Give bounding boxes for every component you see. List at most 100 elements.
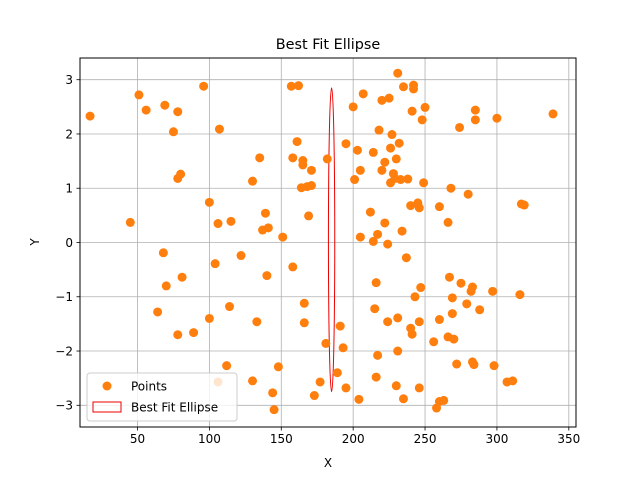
- scatter-point: [269, 405, 279, 415]
- scatter-point: [386, 143, 396, 153]
- scatter-point: [444, 272, 454, 282]
- x-tick-label: 150: [270, 432, 293, 446]
- scatter-point: [306, 181, 316, 191]
- scatter-point: [298, 160, 308, 170]
- scatter-point: [475, 305, 485, 315]
- scatter-point: [394, 138, 404, 148]
- scatter-point: [489, 361, 499, 371]
- scatter-point: [439, 395, 449, 405]
- scatter-point: [393, 313, 403, 323]
- scatter-point: [396, 175, 406, 185]
- scatter-point: [292, 137, 302, 147]
- scatter-point: [306, 165, 316, 175]
- y-tick-label: 1: [65, 182, 73, 196]
- scatter-point: [173, 107, 183, 117]
- scatter-point: [407, 329, 417, 339]
- scatter-point: [358, 89, 368, 99]
- scatter-point: [335, 321, 345, 331]
- scatter-point: [393, 68, 403, 78]
- scatter-point: [173, 330, 183, 340]
- scatter-point: [189, 328, 199, 338]
- y-axis-ticks: −3 −2 −1 0 1 2 3: [55, 73, 80, 413]
- scatter-point: [462, 299, 472, 309]
- scatter-point: [222, 361, 232, 371]
- scatter-point: [350, 175, 360, 185]
- scatter-point: [380, 157, 390, 167]
- scatter-point: [377, 165, 387, 175]
- scatter-point: [368, 147, 378, 157]
- scatter-point: [134, 90, 144, 100]
- scatter-point: [414, 317, 424, 327]
- scatter-point: [355, 232, 365, 242]
- scatter-point: [419, 178, 429, 188]
- scatter-point: [383, 239, 393, 249]
- legend-box: [86, 372, 238, 422]
- scatter-point: [374, 125, 384, 135]
- scatter-point: [397, 226, 407, 236]
- scatter-point: [414, 203, 424, 213]
- x-tick-label: 250: [414, 432, 437, 446]
- scatter-point: [420, 102, 430, 112]
- y-tick-label: −1: [55, 290, 73, 304]
- scatter-point: [456, 278, 466, 288]
- scatter-point: [508, 376, 518, 386]
- scatter-point: [467, 282, 477, 292]
- scatter-point: [341, 139, 351, 149]
- scatter-point: [391, 154, 401, 164]
- scatter-point: [248, 376, 258, 386]
- scatter-point: [354, 394, 364, 404]
- scatter-point: [278, 232, 288, 242]
- scatter-point: [288, 262, 298, 272]
- scatter-point: [177, 272, 187, 282]
- x-tick-label: 300: [485, 432, 508, 446]
- scatter-point: [446, 183, 456, 193]
- scatter-point: [252, 317, 262, 327]
- scatter-point: [403, 174, 413, 184]
- scatter-point: [268, 388, 278, 398]
- y-tick-label: 3: [65, 73, 73, 87]
- scatter-point: [210, 259, 220, 269]
- y-axis-label: Y: [28, 238, 42, 247]
- scatter-point: [410, 292, 420, 302]
- scatter-point: [299, 298, 309, 308]
- scatter-point: [199, 81, 209, 91]
- scatter-point: [406, 201, 416, 211]
- scatter-point: [263, 223, 273, 233]
- scatter-point: [168, 127, 178, 137]
- legend-label-points: Points: [131, 380, 167, 394]
- best-fit-ellipse: [327, 87, 336, 393]
- scatter-point: [434, 202, 444, 212]
- scatter-point: [348, 102, 358, 112]
- scatter-point: [401, 253, 411, 263]
- x-tick-label: 200: [342, 432, 365, 446]
- scatter-point: [213, 219, 223, 229]
- x-tick-label: 100: [198, 432, 221, 446]
- y-tick-label: 2: [65, 127, 73, 141]
- scatter-point: [341, 383, 351, 393]
- scatter-point: [407, 106, 417, 116]
- scatter-point: [447, 293, 457, 303]
- scatter-point: [288, 153, 298, 163]
- scatter-point: [236, 251, 246, 261]
- scatter-point: [469, 360, 479, 370]
- legend-label-ellipse: Best Fit Ellipse: [131, 401, 218, 415]
- scatter-point: [321, 338, 331, 348]
- scatter-point: [380, 218, 390, 228]
- scatter-point: [373, 350, 383, 360]
- x-tick-label: 50: [130, 432, 145, 446]
- scatter-point: [338, 343, 348, 353]
- x-axis-label: X: [324, 456, 332, 470]
- scatter-point: [383, 317, 393, 327]
- scatter-point: [393, 346, 403, 356]
- points-layer: [85, 68, 558, 415]
- scatter-point: [387, 130, 397, 140]
- x-tick-label: 350: [557, 432, 580, 446]
- scatter-point: [377, 95, 387, 105]
- ellipse-layer: [327, 87, 336, 393]
- scatter-point: [443, 217, 453, 227]
- scatter-point: [470, 105, 480, 115]
- scatter-point: [332, 368, 342, 378]
- scatter-point: [371, 278, 381, 288]
- scatter-point: [449, 334, 459, 344]
- x-axis-ticks: 50 100 150 200 250 300 350: [130, 427, 580, 446]
